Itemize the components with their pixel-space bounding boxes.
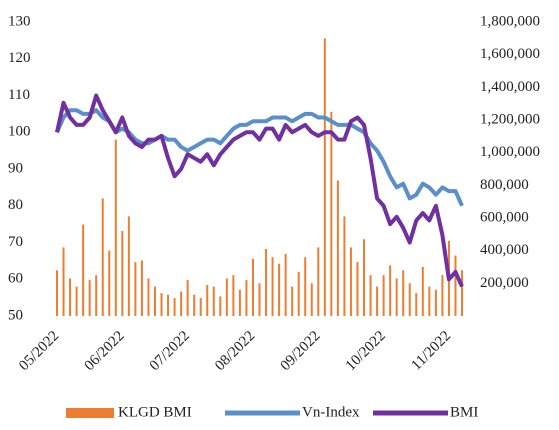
bar [428, 286, 431, 316]
bar [160, 293, 163, 316]
bar [356, 262, 359, 316]
bar [167, 294, 170, 316]
bar [121, 231, 124, 316]
bar [363, 239, 366, 316]
y2-tick-label: 600,000 [480, 209, 529, 225]
bar [278, 263, 281, 316]
y-tick-label: 110 [8, 87, 30, 103]
bar [369, 275, 372, 316]
x-tick-label: 05/2022 [16, 328, 62, 374]
bar [219, 296, 222, 316]
bar [304, 257, 307, 316]
bar [56, 270, 58, 316]
bar [402, 270, 405, 316]
bar [376, 286, 379, 316]
y-tick-label: 100 [8, 124, 31, 140]
x-tick-label: 07/2022 [147, 328, 193, 374]
x-tick-label: 10/2022 [343, 328, 389, 374]
y2-tick-label: 400,000 [480, 242, 529, 258]
bar [382, 275, 385, 316]
x-tick-label: 06/2022 [81, 328, 127, 374]
bar [310, 283, 313, 316]
y2-tick-label: 1,400,000 [480, 79, 540, 95]
line [55, 108, 464, 207]
bar [291, 286, 294, 316]
bar [212, 286, 215, 316]
bar [415, 293, 418, 316]
bar [147, 278, 150, 316]
bar [421, 267, 424, 316]
bar [206, 284, 209, 316]
bar [238, 289, 241, 316]
y-tick-label: 50 [8, 307, 23, 323]
bar [251, 258, 254, 316]
bar [199, 298, 202, 316]
line [55, 93, 464, 288]
y-tick-label: 130 [8, 13, 31, 29]
bar [343, 216, 346, 316]
bar [69, 278, 72, 316]
x-tick-label: 09/2022 [277, 328, 323, 374]
bar [284, 253, 287, 316]
bar [317, 247, 320, 316]
bar [434, 289, 437, 316]
bar [336, 180, 339, 316]
bar [193, 294, 196, 316]
y2-tick-label: 1,600,000 [480, 46, 540, 62]
bar [389, 265, 392, 316]
x-tick-label: 08/2022 [212, 328, 258, 374]
bar [75, 286, 78, 316]
y2-tick-label: 1,800,000 [480, 13, 540, 29]
y-tick-label: 90 [8, 160, 23, 176]
bar [232, 275, 235, 316]
y2-tick-label: 1,000,000 [480, 144, 540, 160]
y-tick-label: 80 [8, 197, 23, 213]
bar [454, 255, 457, 316]
bar [127, 216, 130, 316]
x-tick-label: 11/2022 [408, 328, 454, 374]
bar [441, 275, 444, 316]
y2-tick-label: 200,000 [480, 275, 529, 291]
y-tick-label: 60 [8, 271, 23, 287]
bar [95, 275, 98, 316]
y-tick-label: 120 [8, 50, 31, 66]
bar [349, 247, 352, 316]
bar [153, 286, 156, 316]
bar [330, 111, 333, 316]
bar [271, 257, 274, 316]
bar [101, 198, 104, 316]
y2-tick-label: 800,000 [480, 177, 529, 193]
bar [108, 250, 111, 316]
bar [408, 283, 411, 316]
bar [258, 283, 261, 316]
bar [180, 291, 183, 316]
bar [225, 278, 228, 316]
bar [297, 271, 300, 316]
bar [186, 280, 189, 316]
bar [114, 139, 117, 316]
bar [173, 298, 176, 316]
legend-label: KLGD BMI [118, 404, 192, 420]
bar [323, 38, 326, 316]
bar [62, 247, 65, 316]
bar [82, 224, 85, 316]
bar [395, 278, 398, 316]
y2-tick-label: 1,200,000 [480, 111, 540, 127]
bar [265, 249, 268, 316]
bar [245, 280, 248, 316]
bar [134, 262, 137, 316]
legend-label: BMI [450, 404, 478, 420]
y-tick-label: 70 [8, 234, 23, 250]
legend-swatch [66, 408, 114, 418]
bar [140, 260, 143, 316]
bar [88, 280, 91, 316]
legend-label: Vn-Index [302, 404, 360, 420]
bar [461, 270, 463, 316]
